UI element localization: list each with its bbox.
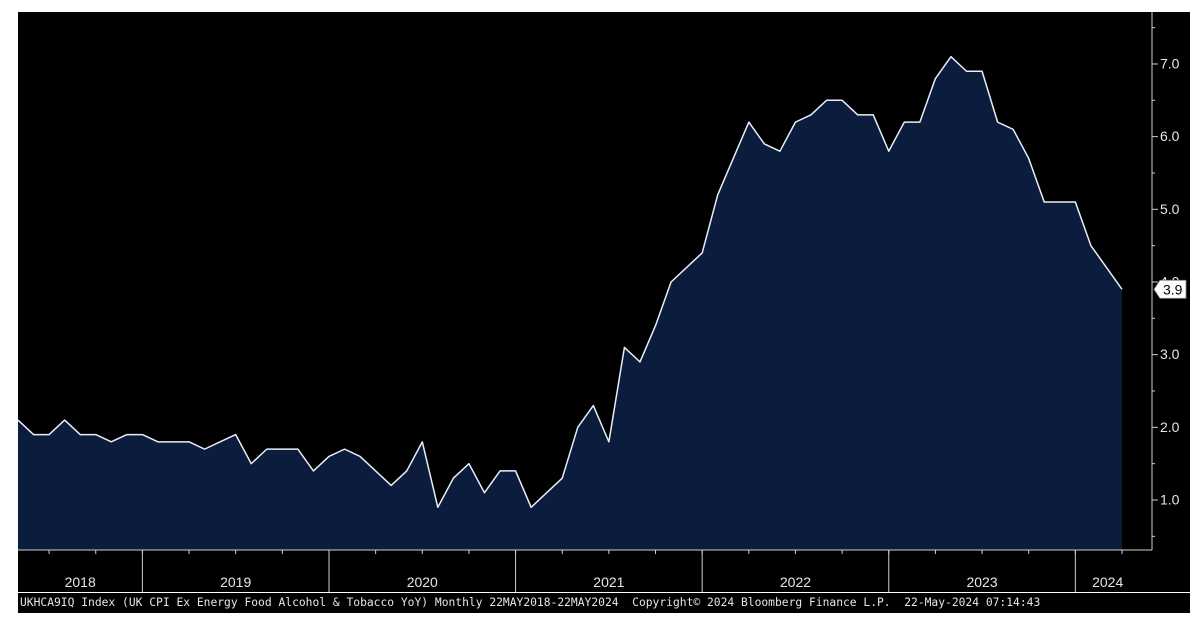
area-fill [18, 56, 1122, 551]
footer-range: Monthly 22MAY2018-22MAY2024 [434, 596, 619, 609]
x-year-label: 2024 [1092, 574, 1123, 590]
last-value-marker [1153, 279, 1187, 299]
y-tick-label: 1.0 [1160, 492, 1180, 508]
x-year-label: 2021 [593, 574, 624, 590]
x-year-label: 2018 [65, 574, 96, 590]
last-value-label: 3.9 [1163, 281, 1183, 297]
footer-timestamp: 22-May-2024 07:14:43 [904, 596, 1041, 609]
chart-panel: 1.02.03.04.05.06.07.02018201920202021202… [18, 12, 1190, 592]
y-tick-label: 3.0 [1160, 346, 1180, 362]
x-year-label: 2023 [966, 574, 997, 590]
x-year-label: 2019 [220, 574, 251, 590]
label-layer: 3.9 [1153, 279, 1187, 299]
x-year-label: 2020 [407, 574, 438, 590]
chart-footer: UKHCA9IQ Index (UK CPI Ex Energy Food Al… [18, 593, 1190, 613]
series-line [18, 55, 1123, 509]
y-tick-label: 6.0 [1160, 128, 1180, 144]
y-tick-label: 7.0 [1160, 55, 1180, 71]
y-tick-label: 2.0 [1160, 419, 1180, 435]
y-tick-label: 5.0 [1160, 201, 1180, 217]
footer-copyright: Copyright© 2024 Bloomberg Finance L.P. [632, 596, 891, 609]
x-year-label: 2022 [780, 574, 811, 590]
cpi-area-chart: 1.02.03.04.05.06.07.02018201920202021202… [18, 12, 1187, 592]
footer-ticker: UKHCA9IQ Index [20, 596, 116, 609]
area-layer [18, 55, 1123, 551]
footer-description: (UK CPI Ex Energy Food Alcohol & Tobacco… [122, 596, 429, 609]
